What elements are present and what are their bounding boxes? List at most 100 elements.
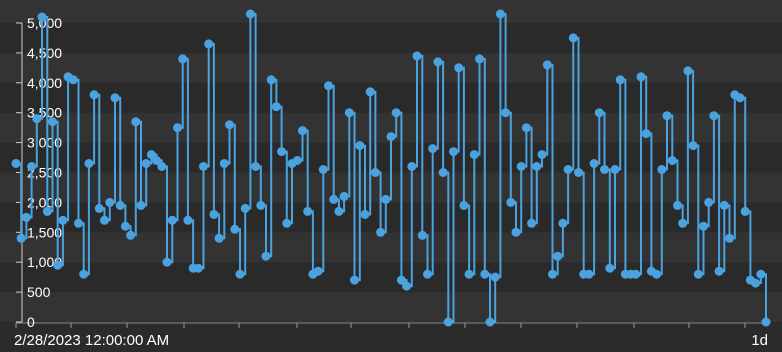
data-point[interactable] [120,221,130,231]
data-point[interactable] [313,266,323,276]
data-point[interactable] [199,162,208,171]
data-point[interactable] [324,81,333,91]
data-point[interactable] [11,159,21,168]
data-point[interactable] [459,200,469,210]
data-point[interactable] [438,168,448,177]
data-point[interactable] [27,162,37,171]
data-point[interactable] [688,141,698,151]
data-point[interactable] [386,132,396,142]
data-point[interactable] [245,9,255,19]
data-point[interactable] [548,269,557,279]
data-point[interactable] [693,269,703,279]
data-point[interactable] [709,111,719,121]
data-point[interactable] [376,227,386,237]
data-point[interactable] [74,218,83,228]
data-point[interactable] [443,317,453,327]
data-point[interactable] [16,233,26,243]
data-point[interactable] [761,317,771,327]
data-point[interactable] [141,159,151,168]
data-point[interactable] [485,317,495,327]
data-point[interactable] [58,215,68,225]
data-point[interactable] [115,200,125,210]
data-point[interactable] [641,129,651,139]
data-point[interactable] [699,221,708,231]
data-point[interactable] [396,275,406,285]
data-point[interactable] [152,156,162,165]
data-point[interactable] [162,257,172,267]
data-point[interactable] [521,123,531,133]
data-point[interactable] [303,206,313,216]
data-point[interactable] [605,263,615,273]
data-point[interactable] [600,165,609,174]
data-point[interactable] [428,144,438,154]
data-point[interactable] [94,203,104,213]
data-point[interactable] [501,108,511,118]
data-point[interactable] [516,162,526,171]
data-point[interactable] [225,120,234,130]
data-point[interactable] [542,60,552,70]
data-point[interactable] [558,218,568,228]
data-point[interactable] [449,147,458,157]
data-point[interactable] [131,117,141,127]
data-point[interactable] [469,150,479,160]
data-point[interactable] [568,33,578,43]
data-point[interactable] [21,212,31,222]
data-point[interactable] [183,215,193,225]
data-point[interactable] [230,224,240,234]
data-point[interactable] [282,218,292,228]
data-point[interactable] [68,75,78,85]
data-point[interactable] [652,269,662,279]
data-point[interactable] [110,93,120,103]
data-point[interactable] [193,263,203,273]
data-point[interactable] [84,159,94,168]
data-point[interactable] [79,269,89,279]
data-point[interactable] [506,197,516,207]
data-point[interactable] [402,281,412,291]
data-point[interactable] [391,108,401,118]
data-point[interactable] [735,93,745,103]
data-point[interactable] [42,206,52,216]
data-point[interactable] [271,102,281,112]
data-point[interactable] [636,72,646,82]
data-point[interactable] [532,162,542,171]
data-point[interactable] [261,251,271,261]
data-point[interactable] [173,123,182,133]
data-point[interactable] [381,194,391,204]
data-point[interactable] [370,168,380,177]
data-point[interactable] [235,269,245,279]
data-point[interactable] [704,197,714,207]
data-point[interactable] [574,168,583,177]
data-point[interactable] [719,200,729,210]
data-point[interactable] [365,87,375,97]
data-point[interactable] [495,9,505,19]
data-point[interactable] [417,230,427,240]
data-point[interactable] [480,269,490,279]
data-point[interactable] [339,191,349,201]
data-point[interactable] [89,90,99,100]
data-point[interactable] [407,162,417,171]
data-point[interactable] [209,209,219,219]
data-point[interactable] [53,260,63,270]
data-point[interactable] [318,165,328,174]
data-point[interactable] [615,75,625,85]
data-point[interactable] [584,269,594,279]
data-point[interactable] [256,200,266,210]
data-point[interactable] [740,206,750,216]
data-point[interactable] [277,147,287,157]
data-point[interactable] [725,233,734,243]
data-point[interactable] [157,162,167,171]
data-point[interactable] [683,66,693,76]
data-point[interactable] [100,215,109,225]
data-point[interactable] [126,230,136,240]
data-point[interactable] [360,209,370,219]
data-point[interactable] [527,218,537,228]
data-point[interactable] [714,266,724,276]
data-point[interactable] [594,108,604,118]
data-point[interactable] [329,194,339,204]
data-point[interactable] [537,150,547,160]
data-point[interactable] [454,63,464,73]
data-point[interactable] [589,159,599,168]
data-point[interactable] [751,278,761,288]
data-point[interactable] [204,39,214,49]
data-point[interactable] [464,269,474,279]
